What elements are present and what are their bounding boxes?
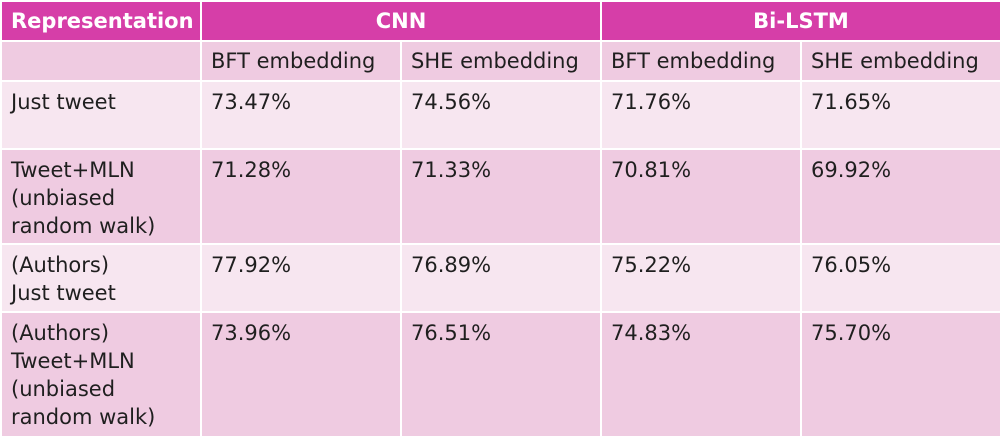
table-cell: 76.89% — [400, 243, 602, 313]
table-cell: 71.28% — [200, 148, 402, 245]
table-cell: 75.22% — [600, 243, 802, 313]
header-row: Representation CNN Bi-LSTM — [0, 0, 1002, 42]
row-label: (Authors) Tweet+MLN (unbiased random wal… — [0, 311, 202, 438]
table-row: Tweet+MLN (unbiased random walk) 71.28% … — [0, 148, 1002, 245]
row-label: (Authors) Just tweet — [0, 243, 202, 313]
header-cnn: CNN — [200, 0, 602, 42]
table-cell: 71.33% — [400, 148, 602, 245]
header-bilstm: Bi-LSTM — [600, 0, 1002, 42]
table-row: (Authors) Just tweet 77.92% 76.89% 75.22… — [0, 243, 1002, 313]
table-cell: 69.92% — [800, 148, 1002, 245]
table-row: (Authors) Tweet+MLN (unbiased random wal… — [0, 311, 1002, 438]
subheader-bilstm-she: SHE embedding — [800, 40, 1002, 82]
subheader-bilstm-bft: BFT embedding — [600, 40, 802, 82]
table-cell: 76.05% — [800, 243, 1002, 313]
row-label: Just tweet — [0, 80, 202, 150]
table-cell: 74.56% — [400, 80, 602, 150]
table-row: Just tweet 73.47% 74.56% 71.76% 71.65% — [0, 80, 1002, 150]
subheader-empty — [0, 40, 202, 82]
table-cell: 71.76% — [600, 80, 802, 150]
table-cell: 73.96% — [200, 311, 402, 438]
row-label: Tweet+MLN (unbiased random walk) — [0, 148, 202, 245]
subheader-row: BFT embedding SHE embedding BFT embeddin… — [0, 40, 1002, 82]
table-cell: 77.92% — [200, 243, 402, 313]
table-cell: 76.51% — [400, 311, 602, 438]
table-cell: 73.47% — [200, 80, 402, 150]
subheader-cnn-she: SHE embedding — [400, 40, 602, 82]
subheader-cnn-bft: BFT embedding — [200, 40, 402, 82]
table-cell: 75.70% — [800, 311, 1002, 438]
header-representation: Representation — [0, 0, 202, 42]
table-cell: 70.81% — [600, 148, 802, 245]
table-cell: 74.83% — [600, 311, 802, 438]
table-cell: 71.65% — [800, 80, 1002, 150]
